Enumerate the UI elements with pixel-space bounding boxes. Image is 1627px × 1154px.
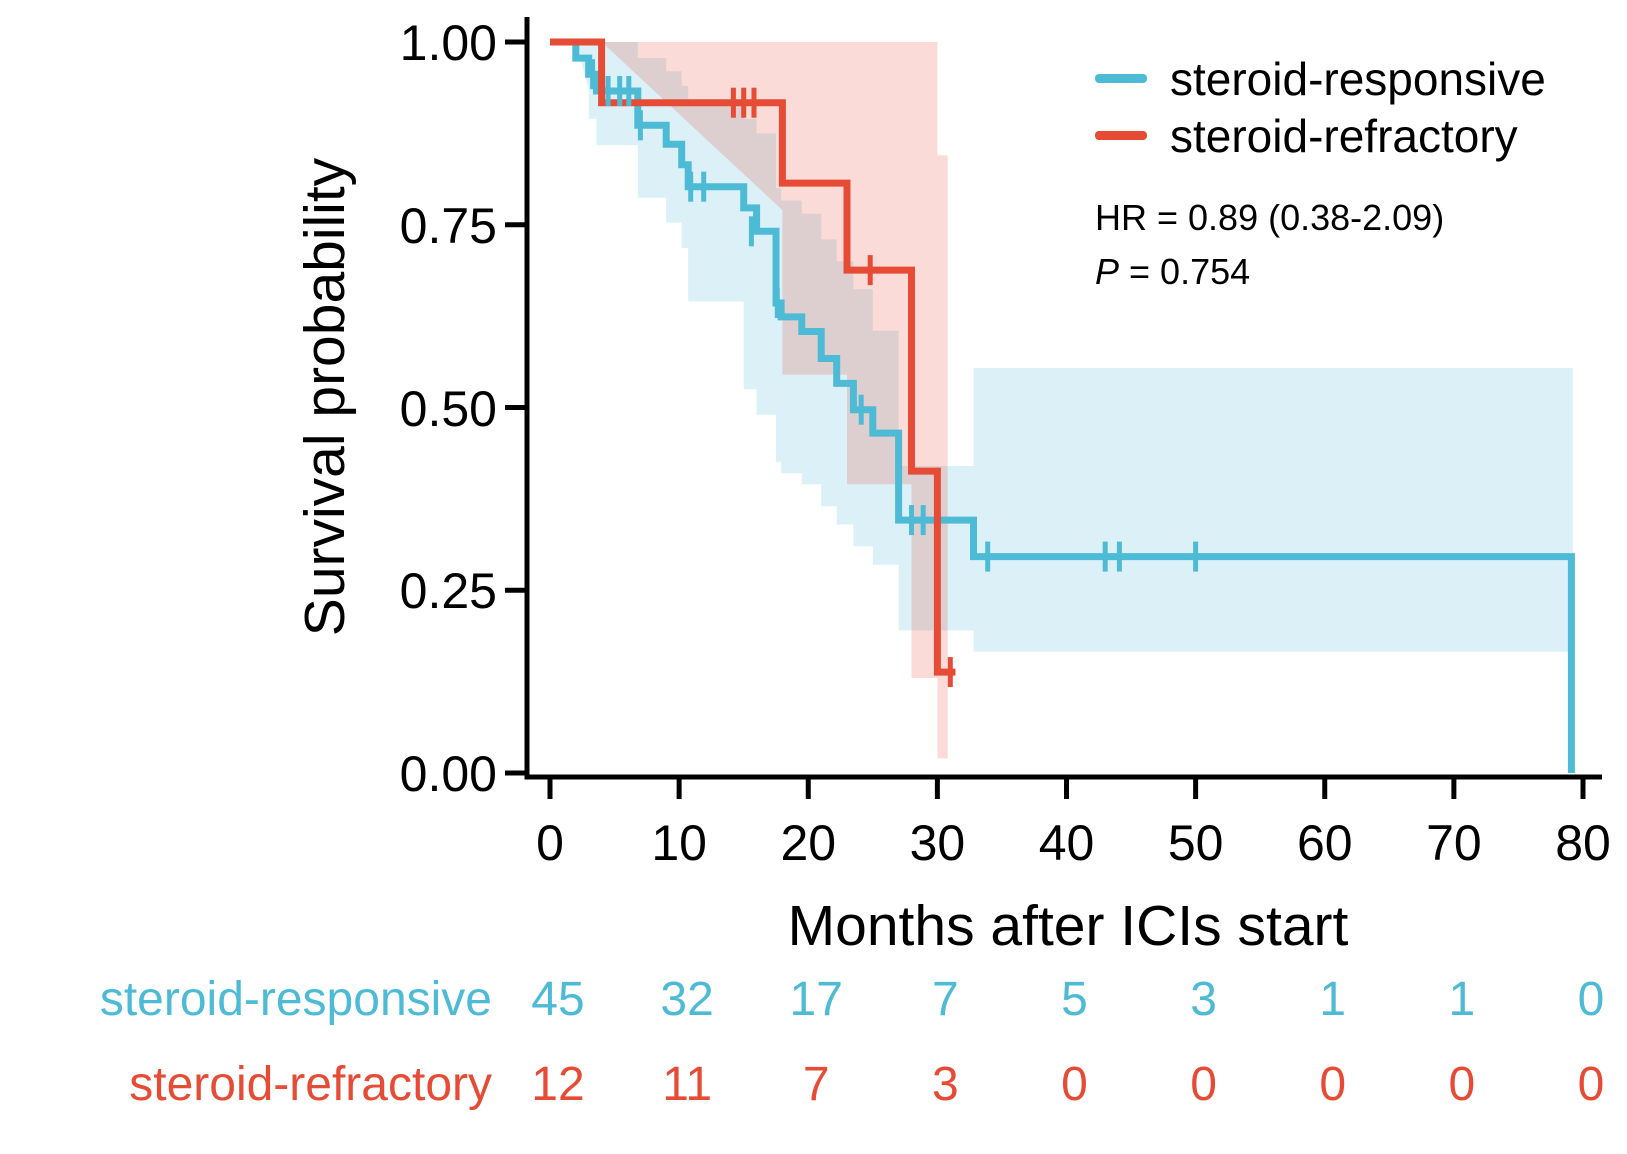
steroid-refractory-survival-curve bbox=[550, 38, 956, 676]
risk-count: 0 bbox=[1577, 1058, 1605, 1111]
risk-count: 12 bbox=[531, 1058, 585, 1111]
y-tick-label: 0.00 bbox=[399, 746, 497, 802]
risk-count: 7 bbox=[802, 1058, 830, 1111]
risk-count: 0 bbox=[1319, 1058, 1347, 1111]
x-axis-title: Months after ICIs start bbox=[787, 894, 1349, 958]
x-tick-label: 10 bbox=[651, 815, 707, 871]
y-tick-label: 1.00 bbox=[399, 15, 497, 71]
km-plot-canvas bbox=[505, 17, 1602, 799]
risk-count: 1 bbox=[1319, 973, 1347, 1026]
risk-count: 1 bbox=[1448, 973, 1476, 1026]
risk-count: 0 bbox=[1448, 1058, 1476, 1111]
x-tick-label: 0 bbox=[536, 815, 564, 871]
x-tick-label: 70 bbox=[1426, 815, 1482, 871]
risk-count: 3 bbox=[932, 1058, 959, 1111]
risk-count: 32 bbox=[660, 973, 714, 1026]
legend-label-steroid-responsive: steroid-responsive bbox=[1170, 53, 1546, 105]
risk-count: 0 bbox=[1577, 973, 1605, 1026]
risk-count: 3 bbox=[1190, 973, 1217, 1026]
risk-count: 17 bbox=[789, 973, 843, 1026]
x-tick-label: 60 bbox=[1296, 815, 1353, 871]
p-value-label: P bbox=[1095, 251, 1120, 292]
risk-count: 5 bbox=[1061, 973, 1088, 1026]
legend-label-steroid-refractory: steroid-refractory bbox=[1170, 110, 1518, 162]
risk-count: 45 bbox=[531, 973, 585, 1026]
hazard-ratio-annotation: HR = 0.89 (0.38-2.09) bbox=[1095, 197, 1445, 238]
legend-swatch-steroid-refractory bbox=[1095, 131, 1147, 140]
y-tick-label: 0.25 bbox=[399, 563, 497, 620]
y-tick-label: 0.75 bbox=[399, 197, 497, 254]
steroid-responsive-ci-band bbox=[575, 42, 1573, 652]
steroid-refractory-ci-band bbox=[601, 42, 948, 759]
risk-row-label: steroid-refractory bbox=[129, 1058, 492, 1111]
x-tick-label: 50 bbox=[1167, 815, 1224, 871]
p-value-annotation: P = 0.754 bbox=[1095, 251, 1250, 293]
x-tick-label: 20 bbox=[780, 815, 837, 871]
x-tick-label: 80 bbox=[1555, 815, 1611, 871]
x-tick-label: 30 bbox=[909, 815, 966, 871]
risk-count: 11 bbox=[662, 1058, 713, 1111]
y-axis-title: Survival probability bbox=[293, 157, 357, 637]
x-tick-label: 40 bbox=[1038, 815, 1095, 871]
legend-swatch-steroid-responsive bbox=[1095, 74, 1147, 83]
y-tick-label: 0.50 bbox=[399, 380, 497, 437]
p-value-number: = 0.754 bbox=[1119, 251, 1251, 292]
risk-count: 0 bbox=[1190, 1058, 1217, 1111]
risk-count: 0 bbox=[1061, 1058, 1088, 1111]
risk-row-label: steroid-responsive bbox=[99, 973, 492, 1026]
risk-count: 7 bbox=[932, 973, 959, 1026]
